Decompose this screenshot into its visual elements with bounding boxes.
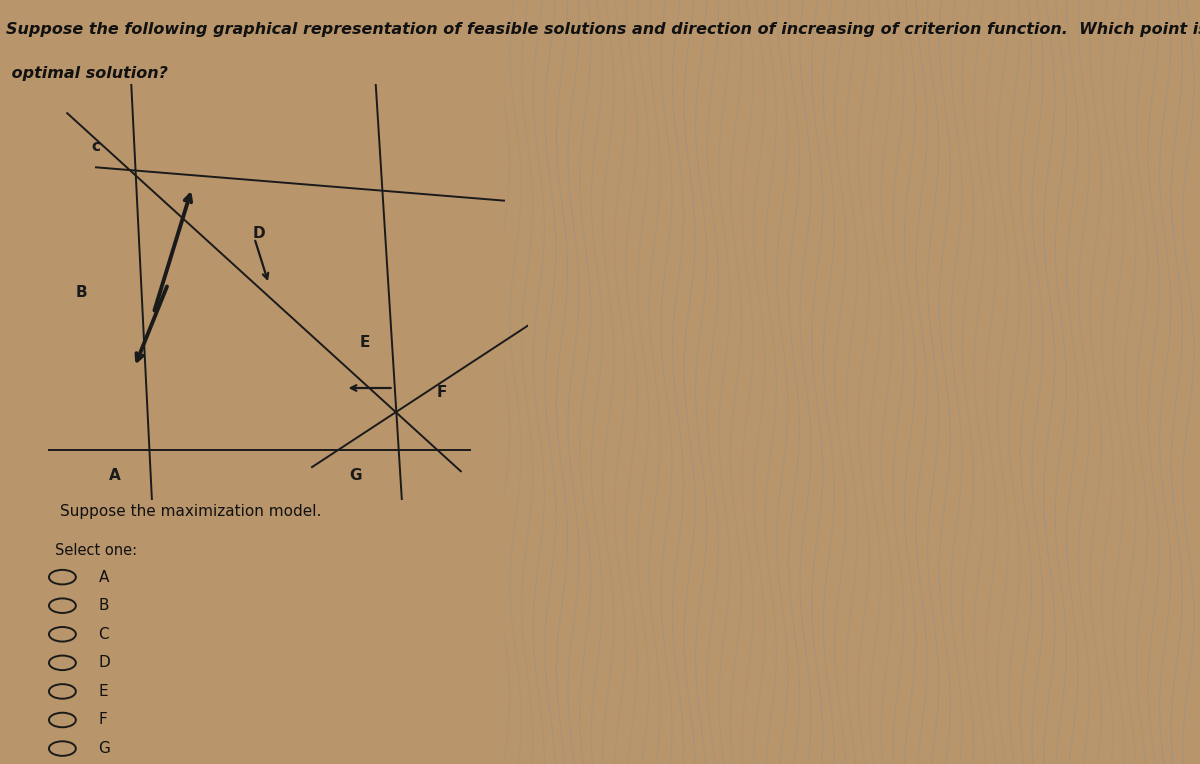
Text: E: E [360, 335, 370, 350]
Text: C: C [98, 626, 109, 642]
Text: G: G [349, 468, 361, 483]
Text: Suppose the maximization model.: Suppose the maximization model. [60, 504, 322, 520]
Text: A: A [109, 468, 121, 483]
Text: D: D [98, 656, 110, 670]
Text: Suppose the following graphical representation of feasible solutions and directi: Suppose the following graphical represen… [6, 22, 1200, 37]
Text: E: E [98, 684, 108, 699]
Text: optimal solution?: optimal solution? [6, 66, 168, 81]
Text: G: G [98, 741, 110, 756]
Text: A: A [98, 570, 109, 584]
Text: D: D [253, 226, 265, 241]
Text: Select one:: Select one: [55, 543, 137, 558]
Text: F: F [437, 384, 446, 400]
Text: F: F [98, 713, 107, 727]
Text: B: B [98, 598, 109, 613]
Text: B: B [76, 285, 88, 299]
Text: c: c [91, 139, 101, 154]
